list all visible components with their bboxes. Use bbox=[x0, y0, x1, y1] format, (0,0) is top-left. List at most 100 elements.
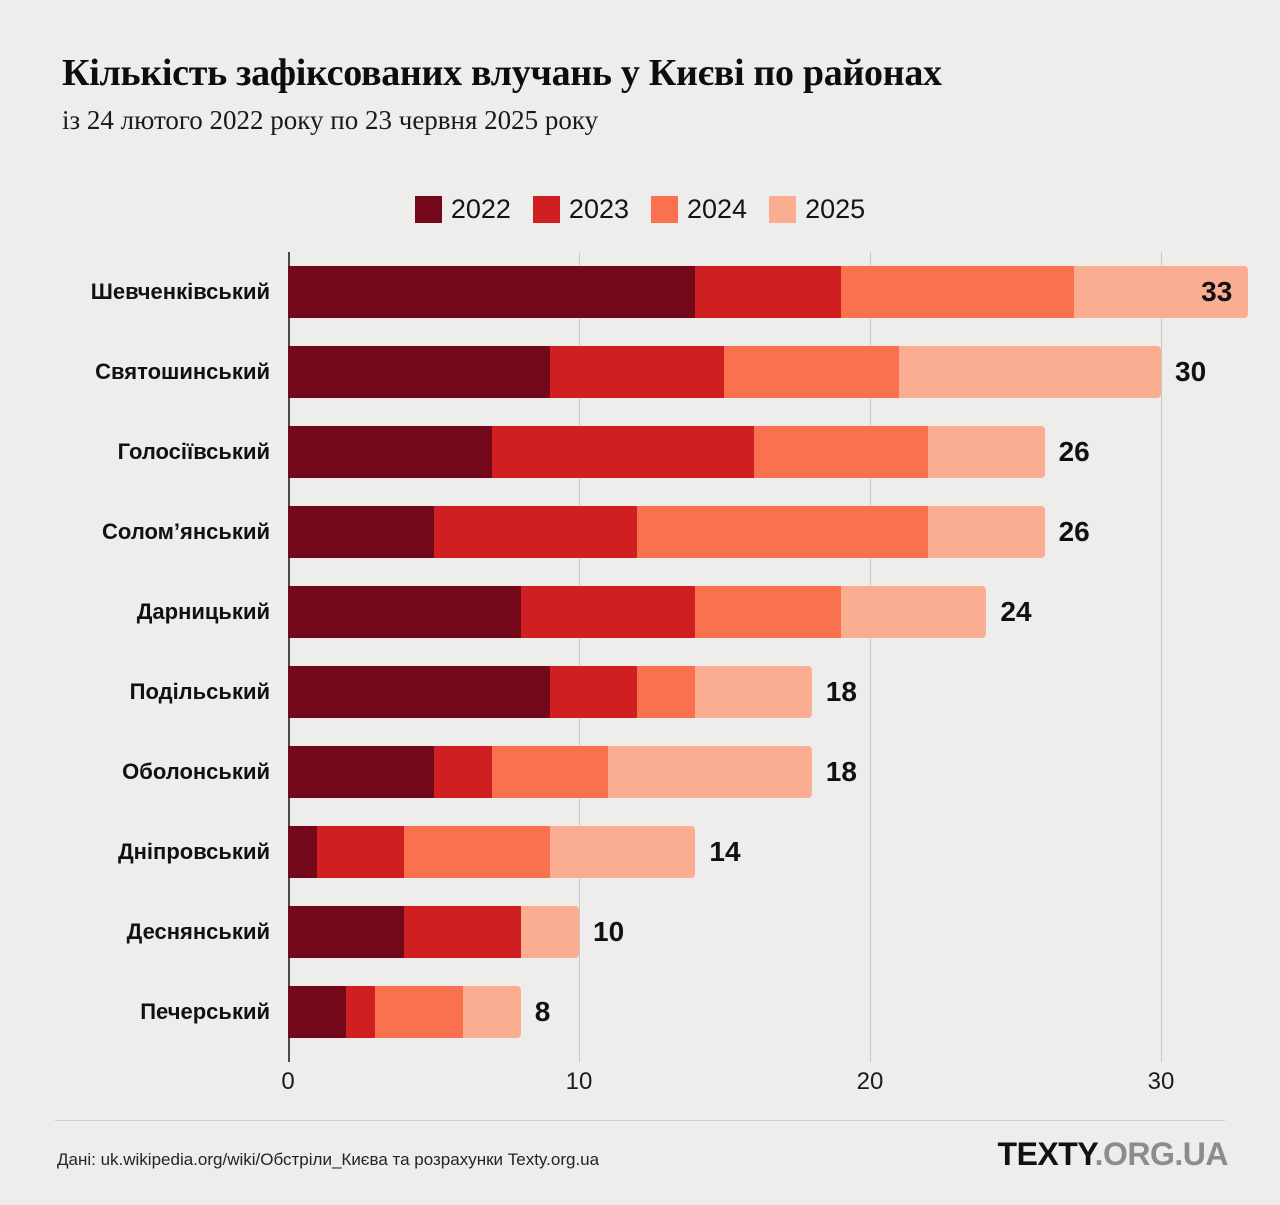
bar-segment-2024[interactable] bbox=[404, 826, 550, 878]
plot-inner: Шевченківський 33 Святошинський 30 Голосіївс… bbox=[91, 252, 1280, 1062]
bar-row[interactable]: Печерський 8 bbox=[140, 986, 1280, 1038]
bar-row[interactable]: Солом’янський 26 bbox=[102, 506, 1280, 558]
bar-segment-2025[interactable] bbox=[840, 586, 987, 638]
bar-row[interactable]: Голосіївський 26 bbox=[118, 426, 1280, 478]
legend-label-2024: 2024 bbox=[687, 194, 748, 224]
bar-segment-2022[interactable] bbox=[288, 506, 434, 558]
brand-domain: .ORG.UA bbox=[1094, 1136, 1229, 1172]
bar-segment-2024[interactable] bbox=[375, 986, 463, 1038]
bar-segment-2024[interactable] bbox=[695, 586, 841, 638]
bar-total-label: 10 bbox=[593, 916, 625, 947]
category-label: Святошинський bbox=[95, 359, 270, 384]
bar-row[interactable]: Подільський 18 bbox=[130, 666, 1280, 718]
bar-segment-2022[interactable] bbox=[288, 266, 696, 318]
legend-item-2022[interactable]: 2022 bbox=[414, 194, 511, 224]
bar-row[interactable]: Дніпровський 14 bbox=[118, 826, 1280, 878]
stacked-bar[interactable]: 33 bbox=[288, 266, 1249, 318]
legend-item-2025[interactable]: 2025 bbox=[769, 196, 865, 223]
bar-segment-2024[interactable] bbox=[840, 266, 1074, 318]
page-subtitle: із 24 лютого 2022 року по 23 червня 2025… bbox=[62, 104, 599, 135]
bar-segment-2024[interactable] bbox=[491, 746, 609, 798]
bar-segment-2023[interactable] bbox=[491, 426, 754, 478]
stacked-bar[interactable] bbox=[288, 986, 521, 1038]
bar-segment-2023[interactable] bbox=[549, 666, 638, 718]
bar-segment-2025[interactable] bbox=[1073, 266, 1249, 318]
footer-divider bbox=[55, 1120, 1225, 1121]
category-label: Оболонський bbox=[122, 759, 270, 784]
legend-label-2025: 2025 bbox=[805, 194, 866, 224]
bar-row[interactable]: Дарницький 24 bbox=[137, 586, 1280, 638]
bar-segment-2023[interactable] bbox=[695, 266, 841, 318]
bar-segment-2023[interactable] bbox=[433, 506, 638, 558]
category-label: Деснянський bbox=[126, 919, 270, 944]
bar-segment-2023[interactable] bbox=[346, 986, 376, 1038]
bar-total-label: 14 bbox=[709, 836, 741, 867]
bar-segment-2022[interactable] bbox=[288, 986, 347, 1038]
bar-total-label: 33 bbox=[1201, 276, 1233, 307]
gridline-10 bbox=[579, 252, 580, 1062]
bar-segment-2025[interactable] bbox=[520, 906, 579, 958]
bar-segment-2025[interactable] bbox=[462, 986, 521, 1038]
chart-header: Кількість зафіксованих влучань у Києві п… bbox=[0, 0, 1280, 136]
stacked-bar[interactable] bbox=[288, 506, 1045, 558]
legend-swatch-2023 bbox=[532, 196, 560, 223]
bar-row[interactable]: Шевченківський 33 bbox=[91, 266, 1280, 318]
bar-segment-2023[interactable] bbox=[520, 586, 696, 638]
bar-segment-2025[interactable] bbox=[899, 346, 1161, 398]
bar-rows: Шевченківський 33 Святошинський 30 Голосіївс… bbox=[91, 252, 1280, 1062]
stacked-bar[interactable] bbox=[288, 666, 812, 718]
bar-segment-2022[interactable] bbox=[288, 346, 550, 398]
bar-segment-2024[interactable] bbox=[724, 346, 900, 398]
bar-segment-2022[interactable] bbox=[288, 666, 550, 718]
bar-row[interactable]: Деснянський 10 bbox=[127, 906, 1280, 958]
bar-segment-2022[interactable] bbox=[288, 746, 434, 798]
bar-segment-2022[interactable] bbox=[288, 426, 492, 478]
bar-segment-2024[interactable] bbox=[753, 426, 929, 478]
legend-item-2024[interactable]: 2024 bbox=[651, 196, 747, 223]
legend-swatch-2022 bbox=[414, 196, 442, 223]
stacked-bar[interactable] bbox=[288, 906, 579, 958]
category-label: Подільський bbox=[129, 679, 270, 704]
legend-label-2023: 2023 bbox=[568, 194, 629, 224]
bar-segment-2022[interactable] bbox=[288, 586, 521, 638]
page-title: Кількість зафіксованих влучань у Києві п… bbox=[62, 52, 942, 94]
bar-segment-2025[interactable] bbox=[549, 826, 696, 878]
bar-segment-2022[interactable] bbox=[288, 906, 405, 958]
gridline-30 bbox=[1161, 252, 1162, 1062]
bar-segment-2025[interactable] bbox=[608, 746, 812, 798]
x-tick-label-30: 30 bbox=[1147, 1068, 1175, 1095]
category-label: Шевченківський bbox=[90, 279, 270, 304]
bar-segment-2023[interactable] bbox=[404, 906, 521, 958]
bar-segment-2022[interactable] bbox=[288, 826, 318, 878]
category-label: Солом’янський bbox=[102, 519, 270, 544]
legend-swatch-2024 bbox=[651, 196, 678, 223]
bar-segment-2024[interactable] bbox=[637, 666, 696, 718]
stacked-bar[interactable] bbox=[288, 586, 987, 638]
legend-item-2023[interactable]: 2023 bbox=[532, 194, 629, 224]
stacked-bar[interactable] bbox=[288, 346, 1161, 398]
bar-segment-2023[interactable] bbox=[317, 826, 405, 878]
bar-total-label: 18 bbox=[825, 676, 857, 707]
brand-name: TEXTY bbox=[997, 1136, 1096, 1172]
gridline-20 bbox=[870, 252, 871, 1062]
bar-total-label: 18 bbox=[825, 756, 857, 787]
legend-swatch-2025 bbox=[769, 196, 797, 223]
bar-total-label: 26 bbox=[1058, 436, 1090, 467]
category-label: Голосіївський bbox=[117, 439, 270, 464]
texty-logo: TEXTY.ORG.UA bbox=[997, 1136, 1229, 1173]
stacked-bar[interactable] bbox=[288, 426, 1045, 478]
legend-label-2022: 2022 bbox=[450, 194, 511, 224]
bar-row[interactable]: Святошинський 30 bbox=[95, 346, 1280, 398]
x-tick-label-0: 0 bbox=[281, 1068, 295, 1095]
bar-segment-2025[interactable] bbox=[695, 666, 812, 718]
stacked-bar[interactable] bbox=[288, 826, 696, 878]
chart-legend: 2022 2023 2024 2025 bbox=[0, 196, 1280, 223]
bar-segment-2025[interactable] bbox=[928, 426, 1045, 478]
bar-segment-2025[interactable] bbox=[928, 506, 1045, 558]
stacked-bar[interactable] bbox=[288, 746, 812, 798]
bar-row[interactable]: Оболонський 18 bbox=[122, 746, 1280, 798]
bar-segment-2023[interactable] bbox=[433, 746, 492, 798]
bar-total-label: 26 bbox=[1058, 516, 1090, 547]
bar-segment-2023[interactable] bbox=[549, 346, 725, 398]
bar-segment-2024[interactable] bbox=[637, 506, 929, 558]
